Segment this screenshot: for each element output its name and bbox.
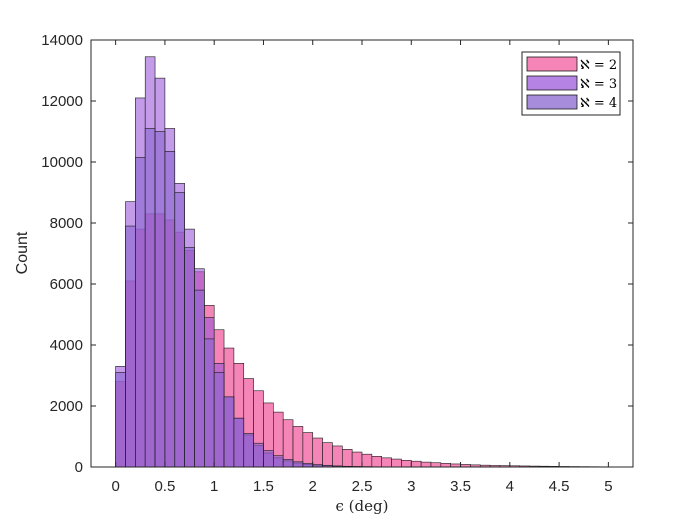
y-tick-label: 0 bbox=[75, 459, 83, 476]
y-tick-label: 4000 bbox=[50, 337, 83, 354]
legend-label: ℵ = 4 bbox=[580, 96, 617, 111]
x-tick-label: 0.5 bbox=[154, 478, 175, 495]
histogram-bar bbox=[440, 463, 451, 468]
histogram-bar bbox=[430, 462, 442, 468]
histogram-bar bbox=[292, 461, 304, 468]
x-tick-label: 1 bbox=[210, 478, 218, 495]
y-tick-label: 8000 bbox=[50, 215, 83, 232]
histogram-bar bbox=[263, 450, 274, 468]
x-tick-label: 4.5 bbox=[549, 478, 570, 495]
legend: ℵ = 2 ℵ = 3 ℵ = 4 bbox=[521, 51, 621, 116]
histogram-bar bbox=[371, 456, 383, 468]
x-tick-label: 2 bbox=[309, 478, 317, 495]
x-tick-label: 1.5 bbox=[253, 478, 274, 495]
histogram-bar bbox=[410, 460, 422, 468]
histogram-bar bbox=[341, 449, 353, 468]
histogram-bar bbox=[213, 372, 225, 468]
y-tick-label: 6000 bbox=[50, 276, 83, 293]
y-tick-label: 14000 bbox=[41, 32, 83, 49]
legend-label: ℵ = 3 bbox=[580, 77, 617, 92]
x-tick-label: 3 bbox=[407, 478, 415, 495]
histogram-bar bbox=[420, 461, 432, 468]
histogram-bar bbox=[273, 455, 284, 468]
histogram-bar bbox=[253, 442, 264, 468]
legend-label: ℵ = 2 bbox=[580, 58, 617, 73]
histogram-bar bbox=[302, 463, 314, 468]
legend-swatch bbox=[526, 94, 578, 110]
histogram-bar bbox=[115, 372, 126, 468]
y-tick-label: 10000 bbox=[41, 154, 83, 171]
histogram-bar bbox=[381, 457, 392, 468]
x-axis-ticks: 0 0.5 1 1.5 2 2.5 3 3.5 4 4.5 5 bbox=[111, 40, 613, 495]
histogram-bar bbox=[164, 151, 176, 468]
histogram-bar bbox=[144, 128, 156, 468]
y-tick-label: 12000 bbox=[41, 93, 83, 110]
x-tick-label: 0 bbox=[111, 478, 119, 495]
legend-swatch bbox=[526, 75, 578, 91]
histogram-bar bbox=[322, 442, 333, 468]
histogram-bar bbox=[135, 157, 146, 468]
histogram-bar bbox=[282, 459, 294, 468]
x-tick-label: 5 bbox=[604, 478, 612, 495]
y-axis-label: Count bbox=[14, 231, 31, 274]
x-axis-label: ϵ (deg) bbox=[336, 497, 389, 515]
x-tick-label: 2.5 bbox=[352, 478, 373, 495]
histogram-bar bbox=[332, 445, 343, 468]
histogram-bar bbox=[233, 417, 245, 468]
histogram-bar bbox=[223, 396, 235, 468]
y-tick-label: 2000 bbox=[50, 398, 83, 415]
histogram-bar bbox=[194, 289, 205, 468]
legend-swatch bbox=[526, 56, 578, 72]
histogram-bar bbox=[401, 459, 412, 468]
histogram-bar bbox=[302, 432, 314, 468]
histogram-bar bbox=[154, 131, 166, 468]
histogram-bar bbox=[125, 225, 136, 468]
histogram-bar bbox=[361, 453, 373, 468]
x-tick-label: 3.5 bbox=[450, 478, 471, 495]
histogram-bars bbox=[115, 56, 609, 468]
y-axis-ticks: 0 2000 4000 6000 8000 10000 12000 14000 bbox=[41, 32, 633, 476]
x-tick-label: 4 bbox=[506, 478, 514, 495]
histogram-bar bbox=[204, 338, 215, 468]
histogram-bar bbox=[174, 192, 185, 468]
histogram-bar bbox=[184, 247, 195, 468]
histogram-bar bbox=[391, 458, 402, 468]
histogram-bar bbox=[243, 433, 254, 468]
histogram-bar bbox=[351, 451, 363, 468]
histogram-bar bbox=[292, 426, 304, 468]
histogram-bar bbox=[312, 437, 323, 468]
